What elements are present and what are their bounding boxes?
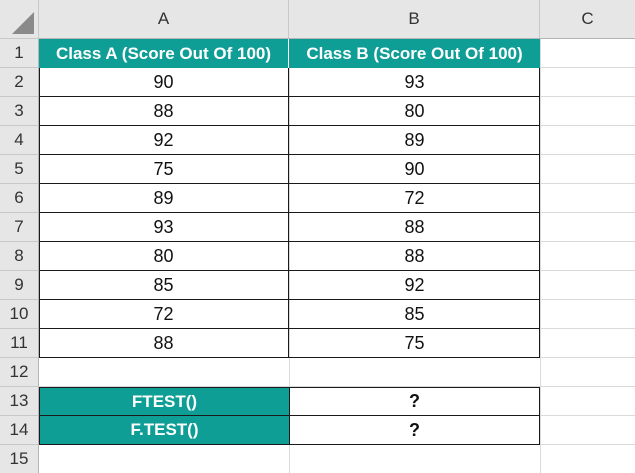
- cell-b9[interactable]: 92: [289, 271, 540, 300]
- row-header-1[interactable]: 1: [0, 39, 39, 68]
- row-header-10[interactable]: 10: [0, 300, 39, 329]
- row-header-6[interactable]: 6: [0, 184, 39, 213]
- row-header-13[interactable]: 13: [0, 387, 39, 416]
- cell-b7[interactable]: 88: [289, 213, 540, 242]
- cell-b8[interactable]: 88: [289, 242, 540, 271]
- cell-b3[interactable]: 80: [289, 97, 540, 126]
- row-header-2[interactable]: 2: [0, 68, 39, 97]
- row-header-9[interactable]: 9: [0, 271, 39, 300]
- column-header-a[interactable]: A: [39, 0, 289, 39]
- cell-a5[interactable]: 75: [39, 155, 289, 184]
- cell-a9[interactable]: 85: [39, 271, 289, 300]
- cell-a10[interactable]: 72: [39, 300, 289, 329]
- data-table-border: [39, 68, 540, 358]
- row-header-11[interactable]: 11: [0, 329, 39, 358]
- row-header-14[interactable]: 14: [0, 416, 39, 445]
- cell-b4[interactable]: 89: [289, 126, 540, 155]
- cell-b14-f-test-result[interactable]: ?: [289, 415, 540, 445]
- cell-b2[interactable]: 93: [289, 68, 540, 97]
- select-all-corner[interactable]: [0, 0, 39, 39]
- select-all-triangle-icon: [12, 12, 34, 34]
- row-header-12[interactable]: 12: [0, 358, 39, 387]
- cell-a14-f-test-label[interactable]: F.TEST(): [39, 415, 289, 445]
- row-header-15[interactable]: 15: [0, 445, 39, 473]
- cell-a4[interactable]: 92: [39, 126, 289, 155]
- column-header-b[interactable]: B: [289, 0, 540, 39]
- cell-a7[interactable]: 93: [39, 213, 289, 242]
- row-header-7[interactable]: 7: [0, 213, 39, 242]
- cell-a6[interactable]: 89: [39, 184, 289, 213]
- cell-b6[interactable]: 72: [289, 184, 540, 213]
- cell-a3[interactable]: 88: [39, 97, 289, 126]
- row-header-8[interactable]: 8: [0, 242, 39, 271]
- cell-a8[interactable]: 80: [39, 242, 289, 271]
- column-header-c[interactable]: C: [540, 0, 635, 39]
- cell-a11[interactable]: 88: [39, 329, 289, 358]
- cell-b11[interactable]: 75: [404, 333, 425, 353]
- row-header-5[interactable]: 5: [0, 155, 39, 184]
- cell-a13-ftest-label[interactable]: FTEST(): [39, 387, 289, 416]
- cell-b5[interactable]: 90: [289, 155, 540, 184]
- row-header-3[interactable]: 3: [0, 97, 39, 126]
- cell-a1-header[interactable]: Class A (Score Out Of 100): [39, 39, 289, 68]
- cell-b10[interactable]: 85: [289, 300, 540, 329]
- cell-a2[interactable]: 90: [39, 68, 289, 97]
- row-header-4[interactable]: 4: [0, 126, 39, 155]
- cell-b1-header[interactable]: Class B (Score Out Of 100): [289, 39, 540, 68]
- cell-b13-ftest-result[interactable]: ?: [289, 387, 540, 416]
